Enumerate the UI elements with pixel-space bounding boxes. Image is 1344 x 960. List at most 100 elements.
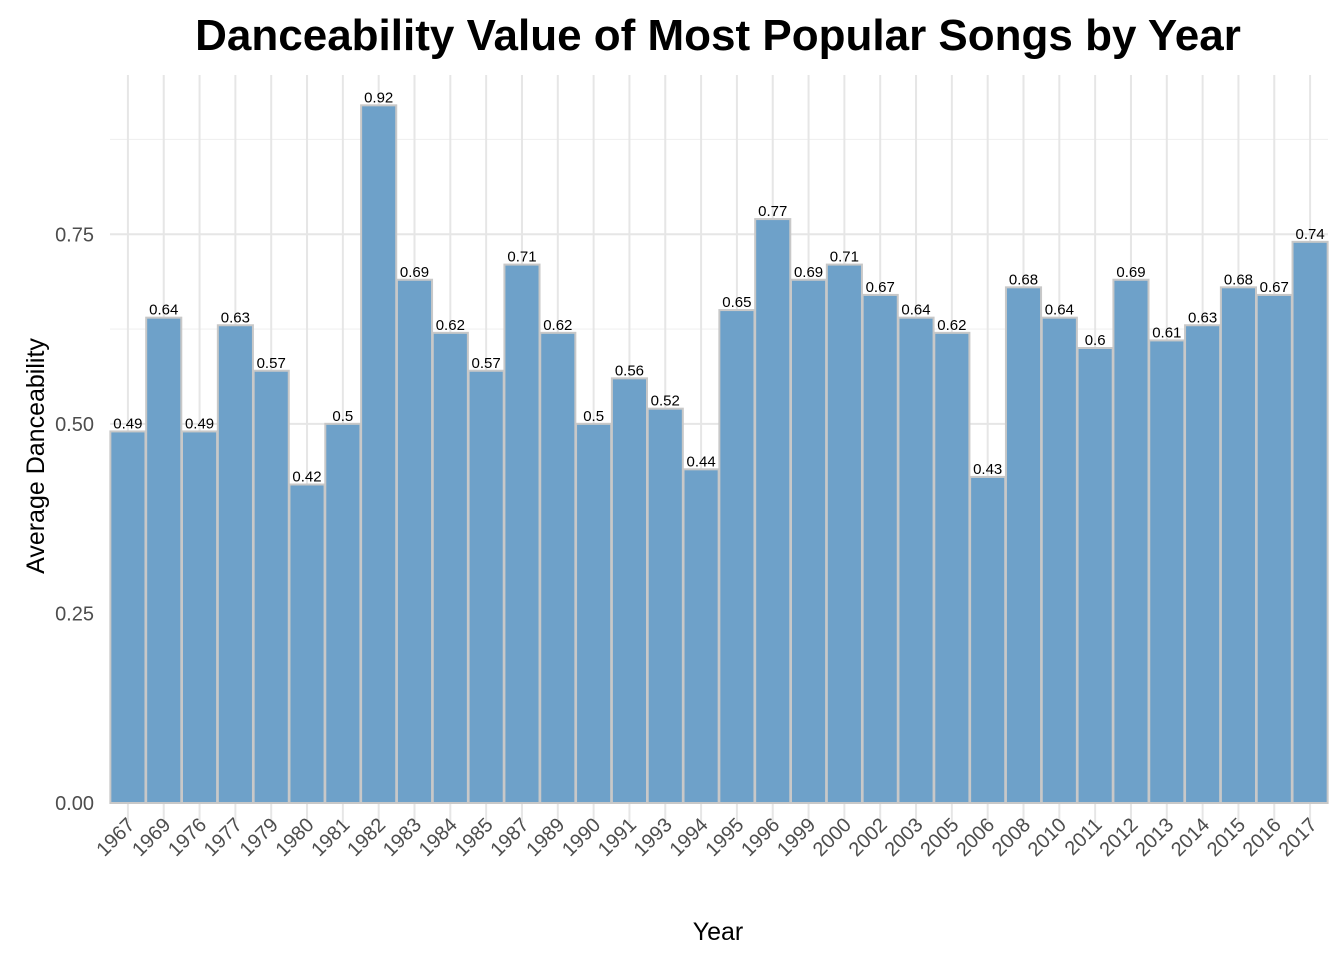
bar (897, 316, 935, 804)
bar (360, 104, 398, 805)
bar (252, 369, 290, 804)
x-axis-title: Year (693, 918, 744, 946)
bar (467, 369, 505, 804)
bar (1219, 286, 1257, 805)
x-tick-label: 1999 (773, 814, 820, 861)
data-label: 0.77 (758, 203, 787, 220)
x-tick-label: 1979 (236, 814, 283, 861)
bar (288, 483, 326, 804)
x-tick-label: 2003 (881, 814, 928, 861)
y-tick-label: 0.25 (55, 603, 94, 625)
data-label: 0.71 (830, 249, 859, 266)
x-tick-label: 2000 (809, 814, 856, 861)
data-label: 0.49 (113, 415, 142, 432)
bar (610, 377, 648, 804)
bar (646, 407, 684, 804)
data-label: 0.43 (973, 461, 1002, 478)
bar (216, 324, 254, 804)
data-label: 0.63 (221, 309, 250, 326)
x-tick-label: 2013 (1131, 814, 1178, 861)
x-tick-label: 2002 (845, 814, 892, 861)
bar (145, 316, 183, 804)
data-label: 0.64 (1045, 302, 1074, 319)
x-tick-label: 2005 (916, 814, 963, 861)
data-label: 0.62 (937, 317, 966, 334)
x-axis-ticks: 1967196919761977197919801981198219831984… (92, 814, 1321, 861)
x-tick-label: 1990 (558, 814, 605, 861)
bars (109, 104, 1329, 805)
y-tick-label: 0.50 (55, 414, 94, 436)
x-tick-label: 1981 (307, 814, 354, 861)
x-tick-label: 2011 (1061, 814, 1107, 860)
x-tick-label: 1982 (343, 814, 390, 861)
bar (718, 309, 756, 804)
data-label: 0.67 (866, 279, 895, 296)
data-label: 0.74 (1295, 226, 1324, 243)
data-label: 0.57 (472, 355, 501, 372)
data-label: 0.68 (1224, 271, 1253, 288)
data-label: 0.5 (583, 408, 604, 425)
bar (1184, 324, 1222, 804)
data-label: 0.67 (1260, 279, 1289, 296)
bar (1291, 240, 1329, 805)
x-tick-label: 2015 (1203, 814, 1250, 861)
x-tick-label: 1991 (594, 814, 641, 861)
x-tick-label: 2017 (1275, 814, 1322, 861)
data-label: 0.62 (436, 317, 465, 334)
x-tick-label: 1994 (666, 814, 713, 861)
data-label: 0.92 (364, 89, 393, 106)
x-tick-label: 1976 (164, 814, 211, 861)
bar (109, 430, 147, 804)
data-label: 0.63 (1188, 309, 1217, 326)
data-label: 0.49 (185, 415, 214, 432)
data-label: 0.61 (1152, 324, 1181, 341)
data-label: 0.68 (1009, 271, 1038, 288)
x-tick-label: 1969 (128, 814, 175, 861)
x-tick-label: 2012 (1095, 814, 1142, 861)
x-tick-label: 2006 (952, 814, 999, 861)
y-axis-title: Average Danceability (22, 338, 50, 574)
y-tick-label: 0.00 (55, 793, 94, 815)
bar (503, 263, 541, 805)
x-tick-label: 1989 (522, 814, 569, 861)
data-label: 0.69 (400, 264, 429, 281)
x-tick-label: 1985 (451, 814, 498, 861)
data-label: 0.57 (257, 355, 286, 372)
x-tick-label: 2008 (988, 814, 1035, 861)
x-tick-label: 1996 (737, 814, 784, 861)
data-label: 0.56 (615, 362, 644, 379)
bar (181, 430, 219, 804)
bar (825, 263, 863, 805)
x-tick-label: 1993 (630, 814, 677, 861)
data-label: 0.71 (507, 249, 536, 266)
data-label: 0.64 (901, 302, 930, 319)
x-tick-label: 2016 (1239, 814, 1286, 861)
data-label: 0.65 (722, 294, 751, 311)
y-axis-ticks: 0.00 0.25 0.50 0.75 (55, 224, 94, 815)
x-tick-label: 2014 (1167, 814, 1214, 861)
data-label: 0.6 (1085, 332, 1106, 349)
x-tick-label: 1984 (415, 814, 462, 861)
chart-title: Danceability Value of Most Popular Songs… (195, 11, 1241, 60)
data-label: 0.5 (332, 408, 353, 425)
bar (324, 422, 362, 804)
x-tick-label: 1983 (379, 814, 426, 861)
bar (1076, 347, 1114, 804)
x-tick-label: 1980 (272, 814, 319, 861)
data-label: 0.69 (794, 264, 823, 281)
bar (682, 468, 720, 804)
bar (861, 293, 899, 804)
bar (1148, 339, 1186, 804)
bar (790, 278, 828, 804)
y-tick-label: 0.75 (55, 224, 94, 246)
bar (1112, 278, 1150, 804)
bar (1004, 286, 1043, 805)
bar (395, 278, 434, 804)
bar (1255, 293, 1293, 804)
data-label: 0.42 (292, 469, 321, 486)
bar (969, 475, 1007, 804)
bar (1040, 316, 1078, 804)
bar (754, 218, 792, 805)
data-labels: 0.49 0.64 0.49 0.63 0.57 0.42 0.5 0.92 0.69 0.62 0… (113, 89, 1324, 485)
